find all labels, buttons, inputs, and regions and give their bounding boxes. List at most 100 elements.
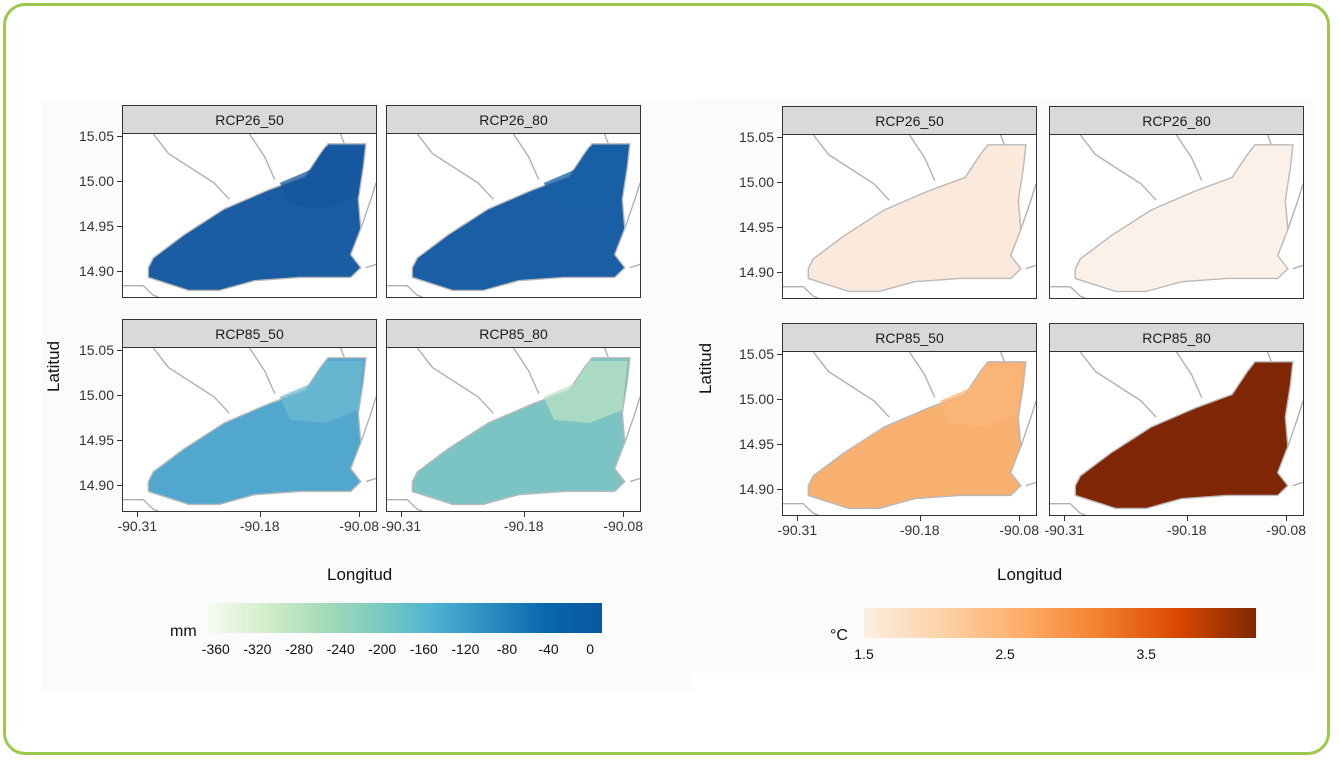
x-axis-title: Longitud [327, 565, 393, 584]
y-tick-label: 15.05 [78, 128, 114, 144]
boundary-line [783, 502, 819, 515]
y-tick-label: 14.90 [78, 263, 114, 279]
x-tick-label: -90.31 [1044, 522, 1085, 538]
legend-tick-label: -40 [538, 641, 559, 657]
boundary-line [1292, 264, 1303, 270]
region-variation [279, 147, 364, 209]
x-tick-label: -90.31 [777, 522, 818, 538]
x-tick-mark [523, 512, 525, 517]
map-panel [782, 134, 1037, 299]
y-tick-mark [117, 226, 122, 228]
x-tick-label: -90.18 [239, 518, 280, 534]
x-tick-mark [919, 516, 921, 521]
x-tick-label: -90.18 [1166, 522, 1207, 538]
boundary-line [1020, 400, 1036, 447]
boundary-line [812, 135, 890, 201]
x-tick-mark [797, 516, 799, 521]
x-tick-label: -90.18 [899, 522, 940, 538]
map-panel [782, 351, 1037, 516]
x-tick-mark [359, 512, 361, 517]
region-variation [543, 361, 628, 423]
legend-tick-label: 1.5 [854, 646, 874, 662]
boundary-line [624, 396, 640, 443]
boundary-line [1079, 135, 1157, 201]
boundary-line [152, 348, 230, 414]
boundary-line [1025, 481, 1036, 487]
boundary-line [365, 477, 376, 483]
y-tick-mark [777, 354, 782, 356]
x-tick-label: -90.08 [999, 522, 1039, 538]
y-tick-mark [117, 485, 122, 487]
boundary-line [387, 498, 423, 511]
y-axis-title: Latitud [44, 340, 63, 392]
x-tick-mark [137, 512, 139, 517]
x-tick-label: -90.08 [1266, 522, 1306, 538]
boundary-line [1175, 352, 1203, 398]
legend-tick-label: 3.5 [1136, 646, 1156, 662]
region-fill [1074, 361, 1294, 510]
precipitation-figure: RCP26_50 15.05 15.00 14.95 14.90 RCP26_80 RCP8… [42, 101, 692, 691]
map-canvas [123, 134, 376, 297]
y-tick-mark [117, 350, 122, 352]
map-canvas [123, 348, 376, 511]
boundary-line [908, 135, 936, 181]
legend-tick-label: 0 [586, 641, 595, 657]
x-axis-title: Longitud [997, 565, 1063, 584]
y-tick-mark [117, 136, 122, 138]
legend-title: °C [830, 627, 848, 644]
x-tick-mark [623, 512, 625, 517]
legend-tick-label: -360 [201, 641, 230, 657]
map-panel [1049, 351, 1304, 516]
map-canvas [1050, 135, 1303, 298]
map-canvas [783, 135, 1036, 298]
y-tick-label: 15.00 [78, 173, 114, 189]
legend-colorbar [864, 608, 1256, 638]
boundary-line [1287, 400, 1303, 447]
region-variation [279, 361, 364, 423]
boundary-line [248, 348, 276, 394]
legend-tick-label: -80 [496, 641, 518, 657]
y-tick-mark [777, 227, 782, 229]
legend-tick-label: 2.5 [995, 646, 1015, 662]
boundary-line [123, 498, 159, 511]
boundary-line [152, 134, 230, 200]
map-panel [386, 347, 641, 512]
y-tick-label: 14.95 [738, 436, 774, 452]
facet-strip-label: RCP26_80 [386, 105, 641, 134]
y-tick-label: 14.90 [78, 477, 114, 493]
legend-tick-label: -280 [284, 641, 314, 657]
region-fill [807, 144, 1027, 293]
temperature-figure: RCP26_50 15.05 15.00 14.95 14.90 RCP26_80 RCP8… [692, 98, 1316, 673]
boundary-line [629, 477, 640, 483]
boundary-line [512, 348, 540, 394]
y-tick-label: 14.90 [738, 481, 774, 497]
x-tick-label: -90.31 [381, 518, 422, 534]
map-canvas [1050, 352, 1303, 515]
boundary-line [123, 284, 159, 297]
y-tick-label: 14.95 [78, 218, 114, 234]
region-fill [1074, 144, 1294, 293]
boundary-line [1175, 135, 1203, 181]
map-panel [122, 133, 377, 298]
facet-strip-label: RCP26_50 [122, 105, 377, 134]
facet-strip-label: RCP85_50 [122, 319, 377, 348]
y-tick-mark [117, 181, 122, 183]
y-tick-mark [777, 137, 782, 139]
x-tick-mark [1064, 516, 1066, 521]
boundary-line [812, 352, 890, 418]
y-tick-mark [777, 399, 782, 401]
y-tick-label: 14.95 [78, 432, 114, 448]
x-tick-mark [1019, 516, 1021, 521]
boundary-line [908, 352, 936, 398]
map-panel [122, 347, 377, 512]
boundary-line [360, 396, 376, 443]
y-tick-mark [777, 444, 782, 446]
x-tick-mark [259, 512, 261, 517]
boundary-line [1079, 352, 1157, 418]
y-tick-label: 14.90 [738, 264, 774, 280]
x-tick-label: -90.18 [503, 518, 544, 534]
y-axis-title: Latitud [696, 342, 715, 394]
x-tick-mark [1286, 516, 1288, 521]
legend-tick-label: -320 [243, 641, 272, 657]
y-tick-label: 15.00 [738, 174, 774, 190]
